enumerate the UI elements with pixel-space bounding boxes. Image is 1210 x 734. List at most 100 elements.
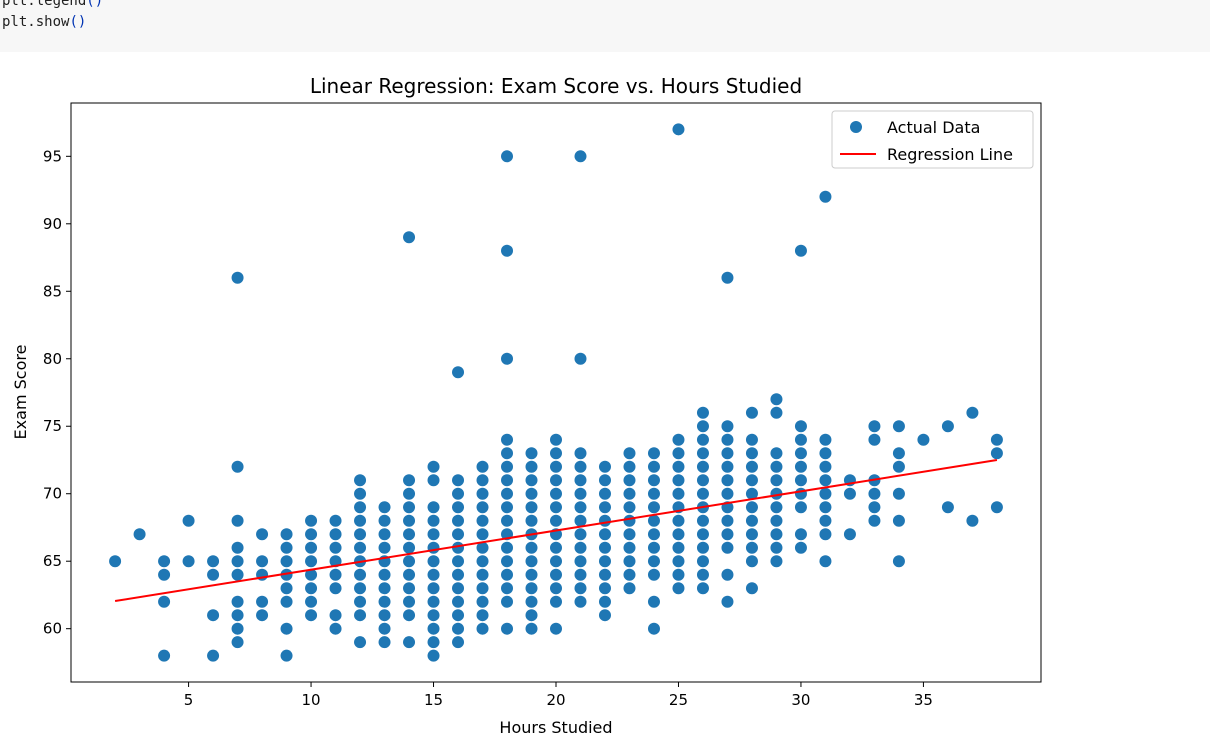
scatter-point	[329, 528, 342, 541]
scatter-point	[794, 528, 807, 541]
scatter-point	[843, 528, 856, 541]
scatter-chart: Linear Regression: Exam Score vs. Hours …	[11, 74, 1042, 734]
scatter-point	[550, 447, 562, 460]
scatter-point	[378, 568, 391, 581]
scatter-point	[452, 528, 465, 541]
scatter-point	[623, 501, 636, 514]
scatter-point	[501, 568, 514, 581]
scatter-point	[427, 555, 440, 568]
scatter-point	[378, 609, 391, 622]
y-tick-label: 80	[43, 350, 62, 368]
scatter-point	[623, 474, 636, 487]
scatter-point	[476, 568, 489, 581]
scatter-point	[305, 514, 318, 527]
scatter-point	[501, 514, 514, 527]
scatter-point	[378, 501, 391, 514]
scatter-point	[476, 582, 489, 595]
scatter-point	[623, 568, 636, 581]
scatter-point	[501, 582, 514, 595]
scatter-point	[647, 447, 660, 460]
scatter-point	[574, 501, 587, 514]
scatter-point	[868, 514, 881, 527]
scatter-point	[794, 474, 807, 487]
x-tick-label: 25	[669, 691, 688, 709]
scatter-point	[550, 595, 562, 608]
scatter-point	[647, 514, 660, 527]
scatter-point	[745, 541, 758, 554]
scatter-point	[427, 582, 440, 595]
scatter-point	[672, 528, 685, 541]
scatter-point	[721, 528, 734, 541]
plot-frame	[70, 102, 1042, 683]
scatter-point	[280, 595, 293, 608]
scatter-point	[256, 595, 269, 608]
scatter-point	[745, 514, 758, 527]
scatter-point	[672, 514, 685, 527]
scatter-point	[329, 568, 342, 581]
scatter-point	[598, 582, 611, 595]
legend-label-actual-data: Actual Data	[887, 118, 980, 137]
scatter-point	[403, 501, 416, 514]
scatter-point	[623, 555, 636, 568]
scatter-point	[696, 487, 709, 500]
scatter-point	[574, 541, 587, 554]
scatter-point	[329, 609, 342, 622]
scatter-point	[672, 541, 685, 554]
scatter-point	[598, 528, 611, 541]
scatter-point	[819, 460, 832, 473]
scatter-point	[819, 528, 832, 541]
scatter-point	[231, 595, 244, 608]
scatter-point	[207, 568, 220, 581]
x-tick-label: 20	[546, 691, 565, 709]
scatter-point	[354, 582, 367, 595]
scatter-point	[574, 352, 587, 365]
scatter-point	[476, 460, 489, 473]
scatter-point	[501, 352, 514, 365]
scatter-point	[647, 474, 660, 487]
y-tick-label: 65	[43, 552, 62, 570]
scatter-point	[721, 541, 734, 554]
x-tick-label: 5	[184, 691, 194, 709]
scatter-point	[427, 528, 440, 541]
scatter-point	[672, 433, 685, 446]
legend-marker-actual-data	[850, 121, 862, 133]
scatter-point	[672, 123, 685, 136]
scatter-point	[501, 460, 514, 473]
scatter-point	[941, 420, 954, 433]
scatter-point	[892, 514, 905, 527]
scatter-point	[476, 555, 489, 568]
scatter-point	[672, 447, 685, 460]
scatter-point	[403, 609, 416, 622]
scatter-point	[990, 501, 1003, 514]
scatter-point	[476, 622, 489, 635]
scatter-point	[770, 460, 783, 473]
scatter-point	[819, 190, 832, 203]
scatter-point	[696, 474, 709, 487]
scatter-point	[647, 568, 660, 581]
scatter-point	[819, 487, 832, 500]
scatter-point	[794, 541, 807, 554]
scatter-point	[427, 568, 440, 581]
scatter-point	[256, 528, 269, 541]
scatter-point	[966, 514, 979, 527]
scatter-point	[770, 528, 783, 541]
scatter-point	[378, 528, 391, 541]
scatter-point	[745, 460, 758, 473]
scatter-point	[794, 447, 807, 460]
scatter-point	[354, 568, 367, 581]
code-parens: ()	[86, 0, 104, 9]
scatter-point	[109, 555, 122, 568]
scatter-point	[501, 487, 514, 500]
scatter-point	[501, 501, 514, 514]
code-cell[interactable]: plt.legend() plt.show()	[0, 0, 1210, 52]
scatter-point	[550, 622, 562, 635]
scatter-point	[696, 555, 709, 568]
scatter-point	[721, 474, 734, 487]
scatter-point	[598, 555, 611, 568]
scatter-point	[745, 487, 758, 500]
scatter-point	[378, 595, 391, 608]
scatter-point	[280, 649, 293, 662]
scatter-point	[917, 433, 930, 446]
scatter-point	[672, 460, 685, 473]
code-parens: ()	[69, 14, 87, 30]
